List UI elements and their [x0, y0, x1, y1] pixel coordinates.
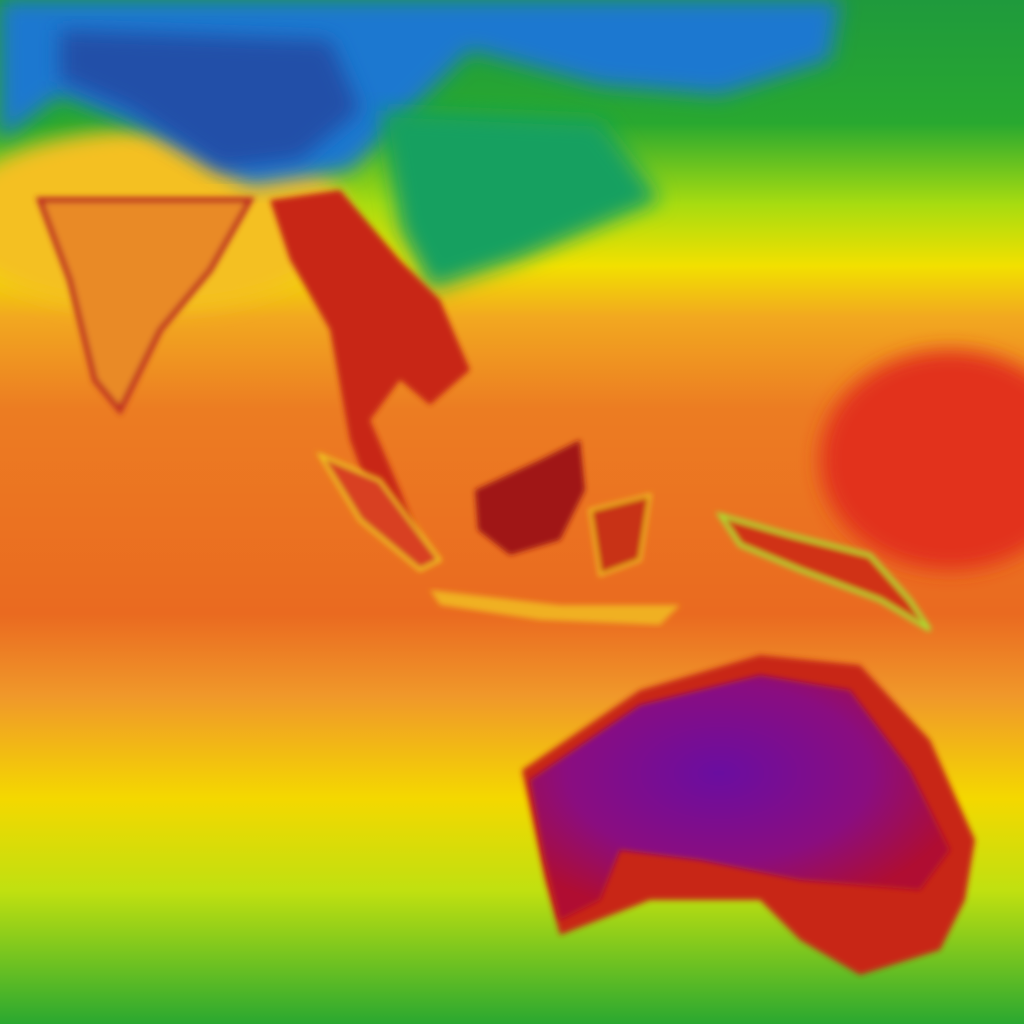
land [35, 197, 256, 416]
land [530, 675, 950, 920]
land [588, 492, 652, 578]
land [316, 451, 443, 572]
cold-region [60, 30, 360, 170]
land [715, 511, 932, 632]
land [430, 590, 680, 625]
land [475, 440, 585, 555]
cool-region [380, 110, 660, 290]
land [270, 190, 470, 540]
warm-region [820, 350, 1024, 570]
